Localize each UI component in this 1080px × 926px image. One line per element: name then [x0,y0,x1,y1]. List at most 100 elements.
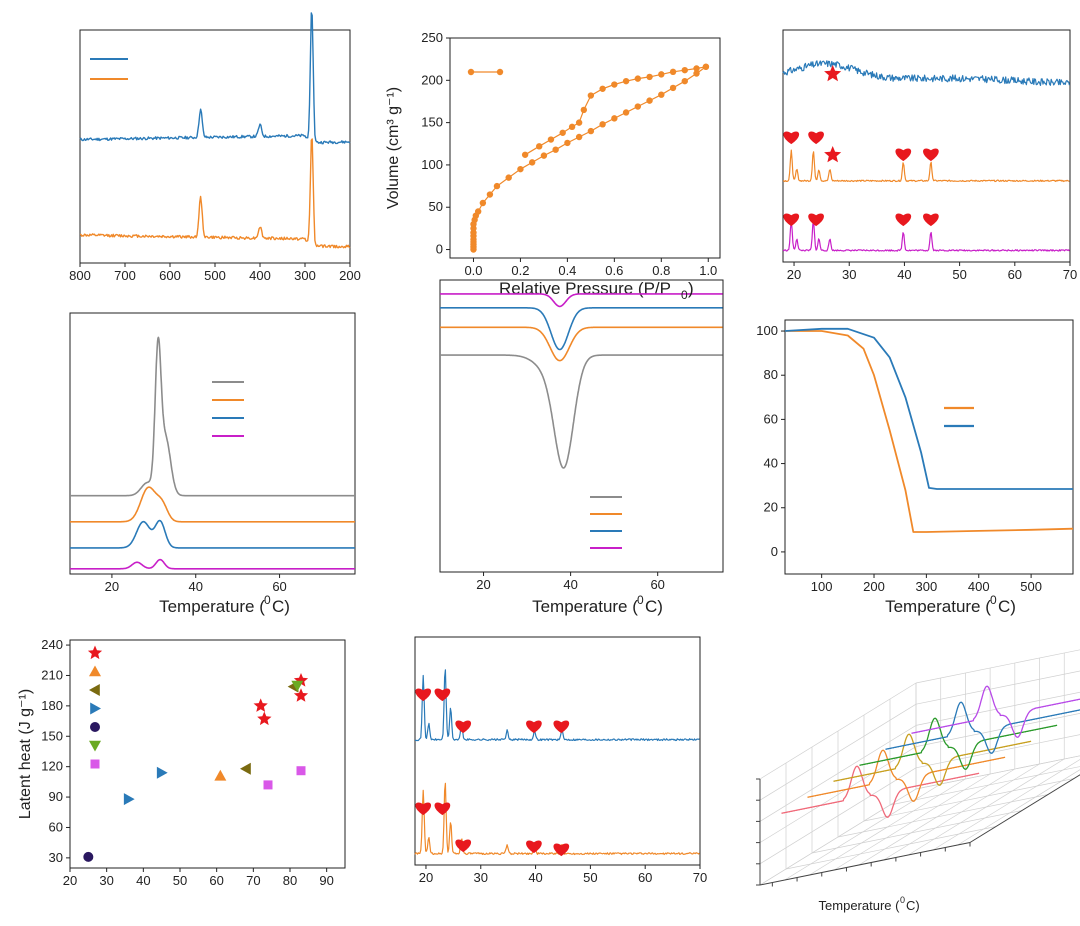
f-y-tick-label: 0 [771,544,778,559]
f-y-tick-label: 60 [764,411,778,426]
b-data-point [486,191,494,198]
h-x-tick-label: 20 [419,870,433,885]
c-x-tick-label: 20 [787,267,801,282]
d-series-line-E-4GB-PCN [69,519,356,549]
i-series-line-1001 th [911,685,1080,738]
b-data-point [547,136,555,143]
g-legend-marker [90,702,101,715]
g-legend-marker [89,684,100,696]
b-data-point [493,182,501,190]
d-x-tick-label: 20 [105,579,119,594]
e-plot-frame [439,279,724,573]
c-series-line-E-2GB-PCN [782,149,1070,183]
i-series-line-701 th [885,701,1080,754]
b-data-point [528,159,536,166]
b-data-point [622,77,630,85]
panel-e: 20 40 60 Temperature ( [439,279,724,616]
g-x-tick-label: 30 [99,873,113,888]
i-series-line-1 st [781,765,980,818]
d-series-line-eicosane [69,336,356,497]
c-heart-marker [783,131,800,145]
b-x-tick-label: 0.8 [652,263,670,278]
g-x-tick-label: 20 [63,873,77,888]
panel-a: 800 700 600 500 400 300 200 [69,12,361,283]
g-y-tick-label: 210 [41,667,63,682]
d-plot-frame [69,312,356,575]
i-grid-line [915,755,1080,790]
b-x-axis-subscript: 0 [681,288,688,302]
h-x-tick-label: 70 [693,870,707,885]
b-data-point [568,123,576,131]
i-x-axis-line [759,842,971,886]
g-legend-marker [90,722,100,732]
b-y-tick-label: 200 [421,72,443,87]
b-data-point [658,91,665,98]
i-grid-line [759,767,917,865]
b-data-point [505,174,512,181]
b-data-point [634,75,642,82]
c-series-line-eicosane [782,219,1070,252]
e-x-axis-label: Temperature ( [532,597,638,616]
c-heart-marker [895,213,912,227]
g-data-point-triangle-down [291,680,304,692]
b-y-tick-label: 150 [421,115,443,130]
f-x-tick-label: 100 [811,579,833,594]
c-x-tick-label: 30 [842,267,856,282]
b-data-point [702,63,710,70]
i-grid-line [889,766,1080,806]
h-heart-marker [415,802,432,816]
h-heart-marker [455,839,472,853]
a-series-line-4GB-N [79,12,351,145]
b-data-point [587,92,595,99]
b-x-tick-label: 1.0 [699,263,717,278]
b-data-point [599,121,606,128]
h-heart-marker [455,720,472,734]
d-x-tick-label: 40 [189,579,203,594]
h-heart-marker [434,688,451,702]
h-heart-marker [434,802,451,816]
g-data-point-square [296,766,306,776]
i-grid-line [915,670,1080,705]
b-x-tick-label: 0.0 [464,263,482,278]
g-y-tick-label: 30 [49,850,63,865]
i-x-axis-superscript: 0 [900,895,905,905]
a-x-tick-label: 800 [69,268,91,283]
i-grid-line [759,682,917,780]
b-legend-marker [467,68,475,76]
d-x-axis-label: Temperature ( [159,597,265,616]
panel-b: 0.0 0.2 0.4 0.6 0.8 1.0 0 50 100 150 200 250 Relativ… [385,30,721,298]
b-x-axis-close: ) [688,279,694,298]
g-legend-marker [90,759,100,769]
panel-d: 20 40 60 Temperature ( [69,312,356,616]
i-grid-line [785,826,997,870]
b-data-point [658,71,665,78]
a-x-tick-label: 600 [159,268,181,283]
h-heart-marker [553,843,570,857]
h-x-tick-label: 60 [638,870,652,885]
f-x-axis-label: Temperature ( [885,597,991,616]
d-x-axis-unit: C) [272,597,290,616]
i-x-axis-label: Temperature ( [819,898,901,913]
i-series-line-301 th [833,733,1032,786]
g-y-tick-label: 180 [41,698,63,713]
a-x-tick-label: 500 [204,268,226,283]
panel-g: 20 30 40 50 60 70 80 90306090120150180210240Lat… [17,637,346,888]
g-data-point-star [253,698,268,712]
b-plot-frame [449,37,721,259]
b-data-point [599,85,606,92]
f-x-tick-label: 500 [1020,579,1042,594]
d-series-line-E-2GB-PCN [69,486,356,523]
b-data-point [587,127,595,135]
b-x-tick-label: 0.2 [511,263,529,278]
f-series-line-eicosane [785,330,1074,533]
i-grid-line [759,746,917,843]
i-grid-line [915,649,1080,684]
i-depth-axis-line [969,774,1080,843]
g-data-point-star [257,711,272,726]
f-y-tick-label: 40 [764,456,778,471]
c-heart-marker [895,148,912,162]
b-data-point [611,115,618,122]
f-x-tick-label: 200 [863,579,885,594]
b-data-point [669,84,677,92]
